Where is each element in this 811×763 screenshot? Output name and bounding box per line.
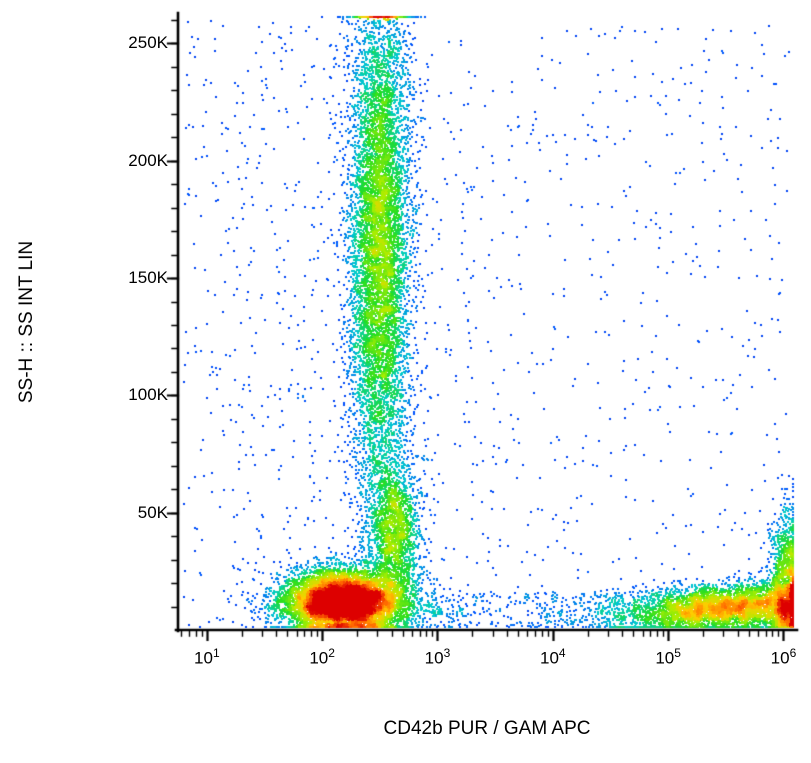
- x-axis-tick-label: 101: [194, 646, 220, 668]
- y-axis-tick-label: 100K: [128, 385, 168, 405]
- x-axis-tick-label: 103: [424, 646, 451, 668]
- y-axis-tick-label: 150K: [128, 268, 168, 288]
- y-axis-tick-label: 50K: [137, 502, 168, 522]
- x-axis-title: CD42b PUR / GAM APC: [383, 718, 591, 739]
- y-axis-tick-label: 250K: [128, 33, 168, 53]
- x-axis-tick-label: 105: [655, 646, 681, 668]
- x-axis-tick-label: 102: [309, 646, 335, 668]
- y-axis-title: SS-H :: SS INT LIN: [16, 240, 37, 404]
- x-axis-tick-label: 104: [540, 646, 566, 668]
- x-axis-tick-label: 106: [770, 646, 797, 668]
- y-axis-tick-label: 200K: [128, 150, 168, 170]
